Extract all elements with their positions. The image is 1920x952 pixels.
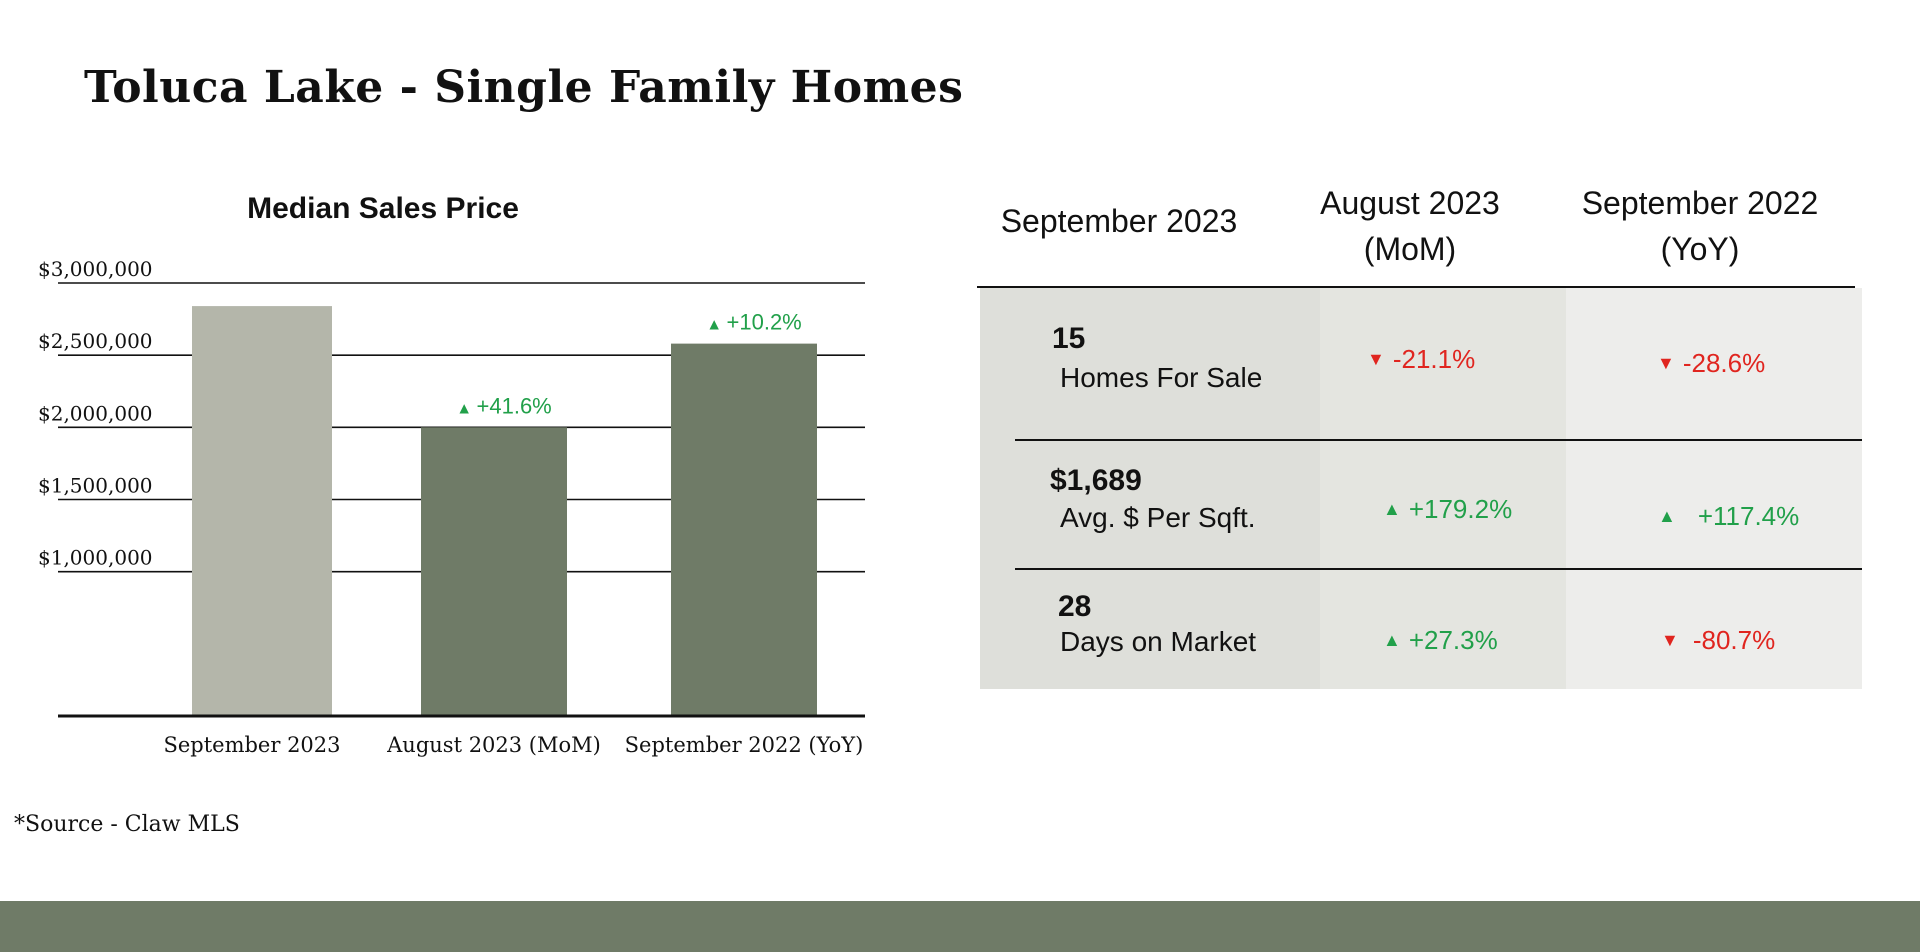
y-tick-label: $3,000,000 <box>38 257 153 281</box>
change-arrow-icon: ▼ <box>1657 353 1675 373</box>
y-tick-label: $2,500,000 <box>38 329 153 353</box>
homes-for-sale-label: Homes For Sale <box>1060 362 1263 393</box>
cell-bg <box>980 288 1320 440</box>
bar <box>421 427 567 716</box>
cell-bg <box>980 569 1320 689</box>
price-per-sqft-mom: ▲ +179.2% <box>1383 494 1512 525</box>
cell-bg <box>1566 569 1862 689</box>
days-on-market-value: 28 <box>1058 590 1092 623</box>
price-per-sqft-label: Avg. $ Per Sqft. <box>1060 502 1256 533</box>
bar-change-label: ▲ +10.2% <box>706 310 802 335</box>
change-arrow-icon: ▲ <box>1383 630 1401 650</box>
days-on-market-mom: ▲ +27.3% <box>1383 625 1498 656</box>
row-divider <box>1015 568 1862 570</box>
bar-change-label: ▲ +41.6% <box>456 393 552 418</box>
x-category-label: September 2022 (YoY) <box>625 733 864 757</box>
source-note: *Source - Claw MLS <box>14 812 240 837</box>
median-price-chart: Median Sales Price $1,000,000 $1,500,000 $2… <box>38 192 865 757</box>
header-yoy-text: September 2022 (YoY) <box>1581 185 1819 267</box>
homes-for-sale-yoy: ▼ -28.6% <box>1657 348 1765 379</box>
change-value: +117.4% <box>1697 501 1800 531</box>
change-arrow-icon: ▲ <box>1658 506 1676 526</box>
change-arrow-icon: ▼ <box>1661 630 1679 650</box>
header-mom: August 2023 (MoM) <box>1290 180 1530 272</box>
homes-for-sale-mom: ▼ -21.1% <box>1367 344 1475 375</box>
change-arrow-icon: ▲ <box>706 317 726 334</box>
price-per-sqft-value: $1,689 <box>1050 464 1142 497</box>
y-tick-label: $1,500,000 <box>38 474 153 498</box>
price-per-sqft-yoy: ▲ +117.4% <box>1658 501 1799 532</box>
footer-band <box>0 901 1920 952</box>
change-arrow-icon: ▲ <box>1383 499 1401 519</box>
days-on-market-label: Days on Market <box>1060 626 1257 657</box>
change-value: +10.2% <box>727 310 802 335</box>
cell-bg <box>1566 288 1862 440</box>
x-category-label: August 2023 (MoM) <box>386 733 601 757</box>
bar <box>192 306 332 716</box>
cell-bg <box>1320 440 1566 569</box>
change-arrow-icon: ▼ <box>1367 349 1385 369</box>
header-mom-text: August 2023 (MoM) <box>1320 185 1500 267</box>
y-tick-label: $1,000,000 <box>38 546 153 570</box>
change-value: +41.6% <box>477 393 552 418</box>
change-value: -80.7% <box>1692 625 1776 655</box>
cell-bg <box>1320 288 1566 440</box>
cell-bg <box>1566 440 1862 569</box>
days-on-market-yoy: ▼ -80.7% <box>1661 625 1775 656</box>
header-current: September 2023 <box>1000 203 1238 239</box>
bar <box>671 343 817 716</box>
change-value: -28.6% <box>1682 348 1766 378</box>
change-value: +179.2% <box>1408 494 1513 524</box>
change-value: -21.1% <box>1392 344 1476 374</box>
row-divider <box>1015 439 1862 441</box>
header-divider <box>977 286 1855 288</box>
change-arrow-icon: ▲ <box>456 400 476 417</box>
cell-bg <box>980 440 1320 569</box>
chart-title: Median Sales Price <box>247 192 519 225</box>
change-value: +27.3% <box>1408 625 1498 655</box>
y-tick-label: $2,000,000 <box>38 401 153 425</box>
page-title: Toluca Lake - Single Family Homes <box>84 62 964 113</box>
cell-bg <box>1320 569 1566 689</box>
header-yoy: September 2022 (YoY) <box>1560 180 1840 272</box>
x-category-label: September 2023 <box>163 733 340 757</box>
homes-for-sale-value: 15 <box>1052 322 1086 355</box>
